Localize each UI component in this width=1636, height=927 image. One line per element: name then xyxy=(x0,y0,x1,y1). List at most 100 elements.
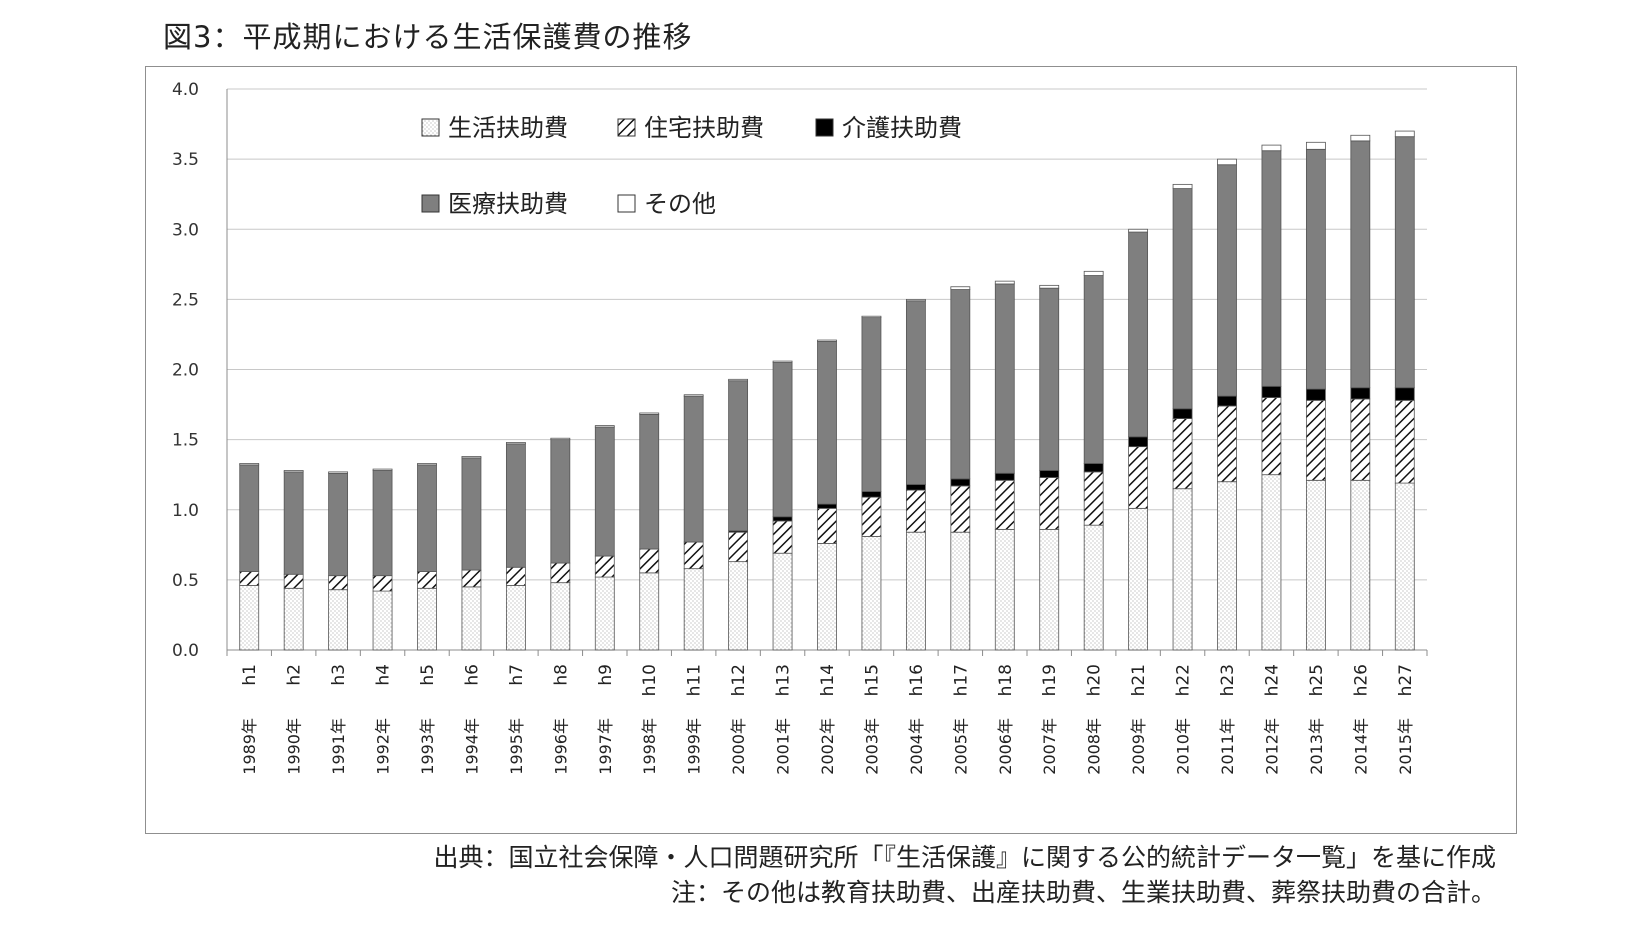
bar-segment xyxy=(683,568,704,651)
bars xyxy=(239,130,1415,651)
x-tick-label: h10 xyxy=(640,664,660,696)
bar-segment xyxy=(1128,231,1149,438)
legend-item: その他 xyxy=(617,190,716,218)
bar-segment xyxy=(1350,140,1371,389)
bar-stack-h5 xyxy=(417,463,437,651)
bar-segment xyxy=(550,437,571,441)
legend-label: 介護扶助費 xyxy=(842,114,962,142)
bar-segment xyxy=(461,457,482,571)
bar-segment xyxy=(905,484,926,491)
bar-segment xyxy=(728,378,749,382)
bar-stack-h4 xyxy=(372,468,393,651)
bar-segment xyxy=(1128,436,1149,448)
x-tick-year-label: 1999年 xyxy=(685,718,704,775)
bar-segment xyxy=(1350,387,1371,400)
x-tick-year-label: 2015年 xyxy=(1396,718,1415,775)
bar-stack-h23 xyxy=(1217,158,1237,651)
x-tick-label: h4 xyxy=(374,664,394,686)
bar-segment xyxy=(1394,482,1415,651)
x-tick-year-label: 2008年 xyxy=(1085,718,1104,775)
bar-segment xyxy=(283,573,304,589)
bar-stack-h25 xyxy=(1305,141,1326,651)
legend-swatch xyxy=(815,118,834,137)
legend-label: 医療扶助費 xyxy=(448,190,568,218)
bar-segment xyxy=(1261,474,1282,651)
bar-segment xyxy=(239,585,260,651)
bar-segment xyxy=(1083,463,1104,473)
bar-segment xyxy=(950,478,971,487)
bar-stack-h10 xyxy=(639,412,660,651)
x-tick-label: h21 xyxy=(1129,664,1149,696)
bar-stack-h6 xyxy=(461,456,482,651)
legend-item: 生活扶助費 xyxy=(421,114,568,142)
bar-segment xyxy=(905,300,926,485)
y-axis-ticks: 0.0 0.5 1.0 1.5 2.0 2.5 3.0 3.5 4.0 xyxy=(172,80,199,661)
bar-segment xyxy=(772,362,793,518)
bar-segment xyxy=(1394,399,1415,484)
bar-segment xyxy=(1039,287,1060,471)
bar-segment xyxy=(1350,134,1371,142)
bar-segment xyxy=(994,283,1015,474)
bar-segment xyxy=(1172,488,1193,651)
bar-segment xyxy=(1039,477,1060,530)
legend-label: その他 xyxy=(644,190,716,218)
x-axis-labels: h1 1989年 h2 1990年 h3 1991年 h4 1992年 h5 1993年 h6 199… xyxy=(226,650,1428,775)
x-tick-label: h9 xyxy=(596,664,616,686)
bar-segment xyxy=(550,582,571,651)
x-tick-year-label: 2000年 xyxy=(729,718,748,775)
source-note: 出典：国立社会保障・人口問題研究所「『生活保護』に関する公的統計データ一覧」を基… xyxy=(433,843,1496,872)
bar-segment xyxy=(1394,387,1415,401)
bar-segment xyxy=(772,360,793,363)
bar-segment xyxy=(1305,399,1326,481)
x-tick-year-label: 1991年 xyxy=(329,718,348,775)
bar-segment xyxy=(461,569,482,588)
y-tick-label: 1.0 xyxy=(172,501,199,521)
x-tick-label: h12 xyxy=(729,664,749,696)
x-tick-label: h11 xyxy=(685,664,705,696)
bar-segment xyxy=(728,531,749,563)
x-tick-label: h23 xyxy=(1218,664,1238,696)
x-tick-year-label: 1996年 xyxy=(551,718,570,775)
bar-stack-h11 xyxy=(683,394,704,651)
y-tick-label: 0.5 xyxy=(172,571,199,591)
bar-segment xyxy=(328,589,349,651)
bar-segment xyxy=(505,585,526,651)
x-tick-label: h7 xyxy=(507,664,527,686)
bar-segment xyxy=(1305,141,1326,150)
bar-segment xyxy=(683,541,704,570)
bar-segment xyxy=(328,575,349,591)
bar-stack-h21 xyxy=(1128,228,1149,651)
bar-segment xyxy=(639,412,660,415)
bar-segment xyxy=(1217,481,1237,651)
x-tick-year-label: 1992年 xyxy=(374,718,393,775)
bar-stack-h13 xyxy=(772,360,793,651)
bar-stack-h24 xyxy=(1261,144,1282,651)
bar-segment xyxy=(817,503,837,509)
x-tick-year-label: 1998年 xyxy=(640,718,659,775)
bar-segment xyxy=(950,485,971,533)
y-tick-label: 1.5 xyxy=(172,431,199,451)
x-tick-year-label: 2011年 xyxy=(1218,718,1237,775)
bar-segment xyxy=(1172,418,1193,490)
x-tick-year-label: 1989年 xyxy=(240,718,259,775)
bar-segment xyxy=(861,535,882,651)
legend-label: 生活扶助費 xyxy=(448,114,568,142)
x-tick-label: h19 xyxy=(1040,664,1060,696)
x-tick-year-label: 2007年 xyxy=(1040,718,1059,775)
x-tick-year-label: 1997年 xyxy=(596,718,615,775)
x-tick-year-label: 2004年 xyxy=(907,718,926,775)
bar-segment xyxy=(817,341,837,505)
bar-segment xyxy=(1394,130,1415,138)
bar-segment xyxy=(372,590,393,651)
bar-segment xyxy=(328,472,349,577)
bar-stack-h2 xyxy=(283,470,304,651)
legend-swatch xyxy=(421,118,440,137)
bar-segment xyxy=(1083,270,1104,276)
bar-segment xyxy=(639,572,660,651)
x-tick-year-label: 2012年 xyxy=(1262,718,1281,775)
bar-segment xyxy=(1172,183,1193,189)
x-tick-year-label: 1990年 xyxy=(285,718,304,775)
legend-swatch xyxy=(421,194,440,213)
bar-segment xyxy=(372,470,393,577)
